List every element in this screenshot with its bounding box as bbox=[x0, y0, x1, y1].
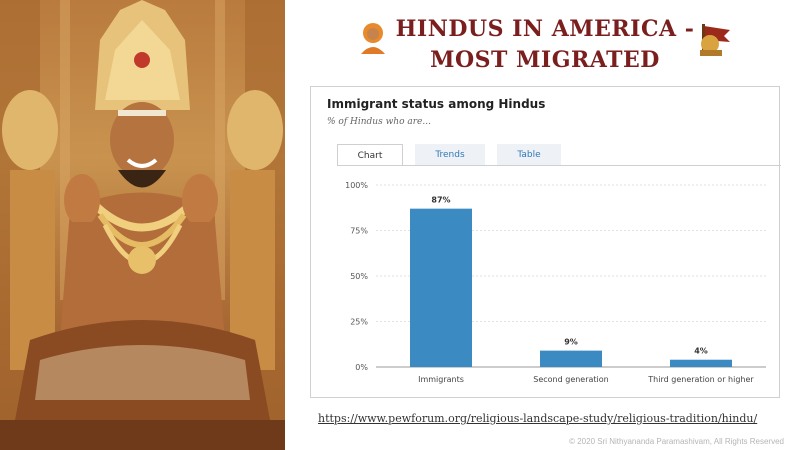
y-tick-label: 50% bbox=[350, 272, 368, 281]
source-link[interactable]: https://www.pewforum.org/religious-lands… bbox=[318, 412, 758, 425]
data-label: 4% bbox=[694, 347, 708, 356]
title-line-1: HINDUS IN AMERICA - bbox=[395, 16, 695, 42]
bar bbox=[540, 350, 602, 367]
y-tick-label: 75% bbox=[350, 227, 368, 236]
title-line-2: MOST MIGRATED bbox=[430, 47, 660, 73]
chart-card: Immigrant status among Hindus % of Hindu… bbox=[310, 86, 781, 398]
bar bbox=[670, 359, 732, 367]
chart-title: Immigrant status among Hindus bbox=[327, 97, 546, 111]
x-tick-label: Immigrants bbox=[418, 375, 464, 384]
tab-divider bbox=[337, 165, 781, 166]
y-tick-label: 25% bbox=[350, 318, 368, 327]
chart-subtitle: % of Hindus who are... bbox=[327, 117, 431, 127]
flag-emblem-icon bbox=[700, 24, 730, 56]
guru-logo-icon bbox=[361, 23, 385, 54]
photo-illustration bbox=[0, 0, 285, 450]
x-tick-label: Third generation or higher bbox=[647, 375, 754, 384]
page-title: HINDUS IN AMERICA - MOST MIGRATED bbox=[395, 14, 695, 76]
bar bbox=[410, 208, 472, 367]
tab-table[interactable]: Table bbox=[497, 144, 561, 166]
guru-photo bbox=[0, 0, 285, 450]
y-tick-label: 100% bbox=[345, 181, 368, 190]
tab-trends[interactable]: Trends bbox=[415, 144, 485, 166]
y-tick-label: 0% bbox=[355, 363, 368, 372]
data-label: 9% bbox=[564, 338, 578, 347]
bar-chart: 0% 25% 50% 75% 100% 87% Immigrants 9% Second gen… bbox=[345, 181, 766, 384]
x-tick-label: Second generation bbox=[533, 375, 609, 384]
copyright-text: © 2020 Sri Nithyananda Paramashivam, All… bbox=[569, 437, 784, 446]
data-label: 87% bbox=[431, 196, 450, 205]
